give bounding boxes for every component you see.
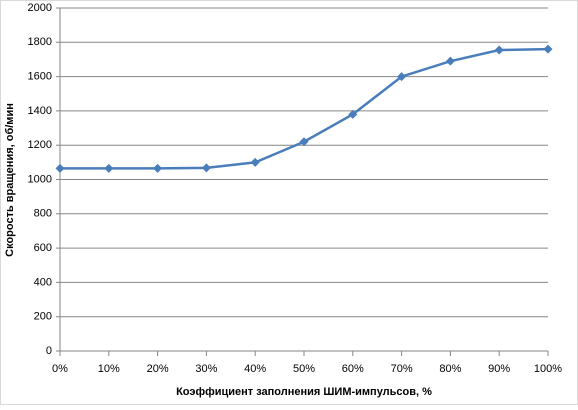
- x-tick-label: 70%: [391, 363, 413, 375]
- x-tick-label: 30%: [195, 363, 217, 375]
- x-tick-label: 20%: [147, 363, 169, 375]
- x-tick-label: 90%: [488, 363, 510, 375]
- marker: [153, 163, 163, 173]
- marker: [397, 72, 407, 82]
- y-tick-label: 2000: [28, 2, 52, 14]
- x-tick-label: 80%: [439, 363, 461, 375]
- x-tick-label: 10%: [98, 363, 120, 375]
- y-tick-label: 1000: [28, 173, 52, 185]
- y-tick-label: 1400: [28, 105, 52, 117]
- y-tick-label: 200: [34, 311, 52, 323]
- y-tick-label: 0: [46, 345, 52, 357]
- y-axis-title: Скорость вращения, об/мин: [4, 103, 16, 257]
- x-tick-label: 50%: [293, 363, 315, 375]
- y-tick-label: 800: [34, 208, 52, 220]
- x-axis-title: Коэффициент заполнения ШИМ-импульсов, %: [176, 386, 432, 398]
- y-tick-label: 600: [34, 242, 52, 254]
- y-tick-label: 1200: [28, 139, 52, 151]
- y-tick-label: 1600: [28, 71, 52, 83]
- marker: [299, 137, 309, 147]
- marker: [55, 163, 65, 173]
- y-tick-label: 400: [34, 276, 52, 288]
- marker: [201, 163, 211, 173]
- marker: [543, 44, 553, 54]
- marker: [348, 109, 358, 119]
- x-tick-label: 60%: [342, 363, 364, 375]
- marker: [250, 157, 260, 167]
- x-tick-label: 100%: [534, 363, 562, 375]
- marker: [104, 163, 114, 173]
- marker: [445, 56, 455, 66]
- marker: [494, 45, 504, 55]
- x-tick-label: 40%: [244, 363, 266, 375]
- y-tick-label: 1800: [28, 36, 52, 48]
- x-tick-label: 0%: [52, 363, 68, 375]
